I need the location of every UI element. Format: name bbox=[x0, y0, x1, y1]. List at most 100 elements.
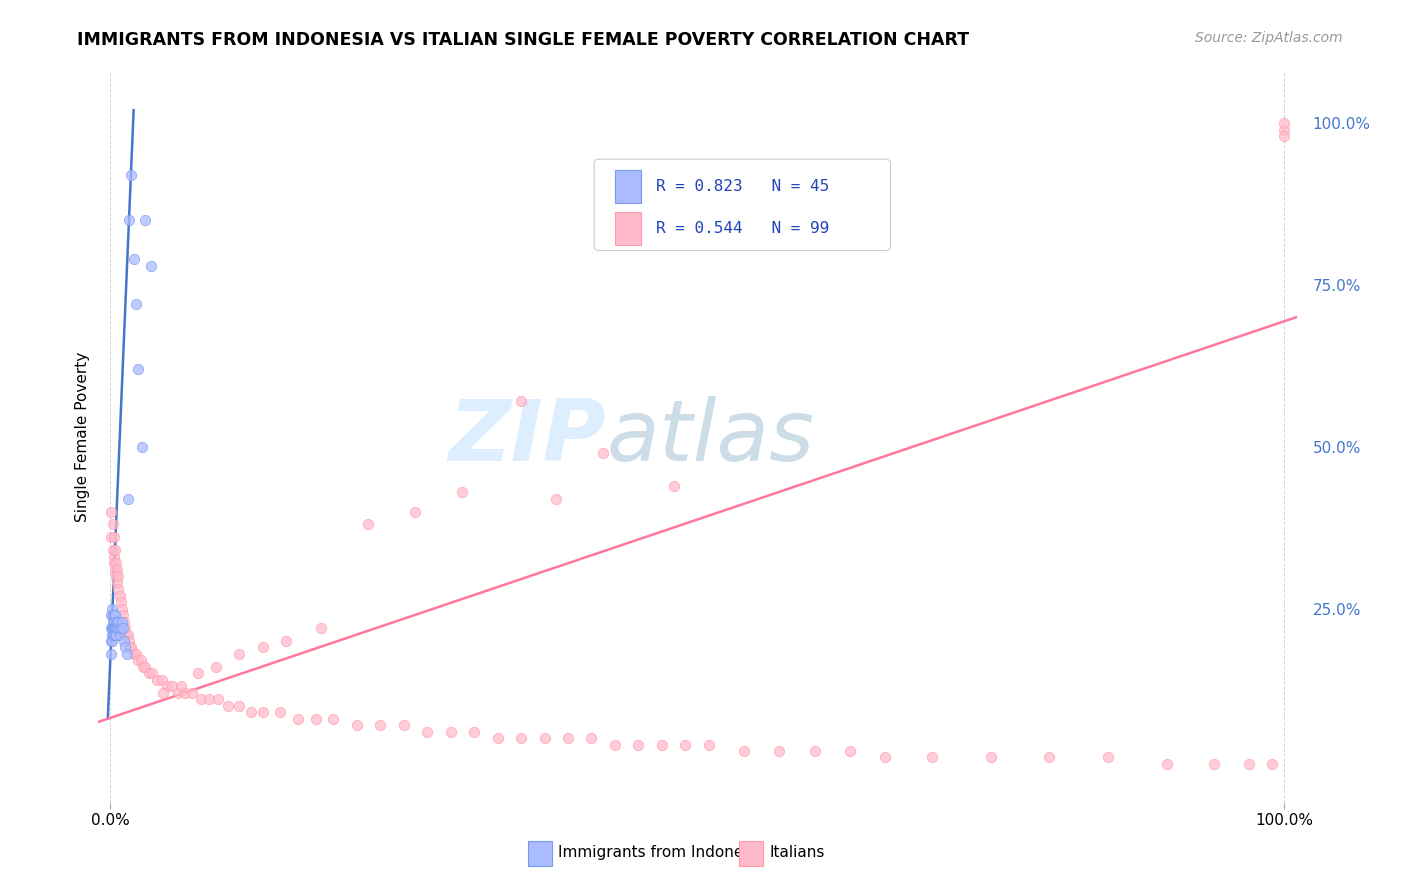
Point bbox=[416, 724, 439, 739]
Point bbox=[111, 601, 134, 615]
Point bbox=[138, 666, 160, 681]
Point bbox=[287, 712, 309, 726]
Point bbox=[104, 621, 127, 635]
Point bbox=[510, 731, 533, 745]
Point bbox=[169, 679, 191, 693]
Point bbox=[439, 724, 461, 739]
Point bbox=[252, 640, 274, 655]
Point bbox=[103, 557, 125, 571]
Point bbox=[141, 259, 163, 273]
Point bbox=[603, 738, 626, 752]
Text: Italians: Italians bbox=[769, 845, 825, 860]
Point bbox=[592, 446, 614, 460]
Point bbox=[533, 731, 555, 745]
Point bbox=[651, 738, 673, 752]
Point bbox=[107, 582, 129, 597]
FancyBboxPatch shape bbox=[527, 841, 551, 866]
FancyBboxPatch shape bbox=[614, 212, 641, 245]
Point bbox=[127, 653, 149, 667]
Point bbox=[101, 621, 124, 635]
Point bbox=[103, 530, 125, 544]
Point bbox=[103, 608, 125, 623]
Point bbox=[197, 692, 219, 706]
Point bbox=[132, 660, 155, 674]
Point bbox=[252, 705, 274, 719]
Point bbox=[105, 615, 128, 629]
Point bbox=[101, 543, 124, 558]
Point bbox=[125, 647, 148, 661]
Point bbox=[117, 627, 139, 641]
Point bbox=[112, 621, 135, 635]
Point bbox=[803, 744, 825, 758]
Point bbox=[311, 621, 333, 635]
Point bbox=[103, 621, 125, 635]
Point bbox=[118, 213, 141, 227]
Point bbox=[101, 615, 124, 629]
Point bbox=[1272, 116, 1295, 130]
Point bbox=[134, 660, 156, 674]
Point bbox=[101, 634, 124, 648]
Point bbox=[1156, 756, 1178, 771]
Point bbox=[155, 679, 177, 693]
Text: atlas: atlas bbox=[606, 395, 814, 479]
Point bbox=[115, 627, 138, 641]
Point bbox=[451, 485, 474, 500]
Point bbox=[697, 738, 720, 752]
Point bbox=[174, 686, 197, 700]
Point bbox=[1272, 129, 1295, 144]
Point bbox=[105, 621, 128, 635]
Point bbox=[304, 712, 326, 726]
Point bbox=[101, 621, 124, 635]
Point bbox=[100, 621, 122, 635]
Point bbox=[108, 621, 131, 635]
Point bbox=[100, 530, 122, 544]
Text: IMMIGRANTS FROM INDONESIA VS ITALIAN SINGLE FEMALE POVERTY CORRELATION CHART: IMMIGRANTS FROM INDONESIA VS ITALIAN SIN… bbox=[77, 31, 970, 49]
Point bbox=[662, 478, 685, 492]
Point bbox=[100, 634, 122, 648]
Point bbox=[108, 627, 131, 641]
Point bbox=[392, 718, 415, 732]
Point bbox=[190, 692, 212, 706]
Text: Source: ZipAtlas.com: Source: ZipAtlas.com bbox=[1195, 31, 1343, 45]
Point bbox=[873, 750, 896, 764]
FancyBboxPatch shape bbox=[595, 159, 890, 251]
Point bbox=[103, 621, 125, 635]
Point bbox=[486, 731, 509, 745]
Point bbox=[463, 724, 485, 739]
Point bbox=[217, 698, 239, 713]
Point bbox=[120, 640, 142, 655]
Point bbox=[100, 504, 122, 518]
Point bbox=[167, 686, 190, 700]
Point bbox=[104, 543, 127, 558]
Point bbox=[105, 615, 128, 629]
Point bbox=[150, 673, 173, 687]
Point bbox=[404, 504, 426, 518]
Point bbox=[546, 491, 568, 506]
Point bbox=[103, 627, 125, 641]
Point bbox=[101, 517, 124, 532]
Point bbox=[117, 491, 139, 506]
FancyBboxPatch shape bbox=[740, 841, 763, 866]
Point bbox=[120, 640, 142, 655]
Point bbox=[107, 569, 129, 583]
Point bbox=[125, 297, 148, 311]
Point bbox=[101, 627, 124, 641]
Point bbox=[112, 634, 135, 648]
Point bbox=[204, 660, 226, 674]
FancyBboxPatch shape bbox=[614, 169, 641, 202]
Point bbox=[122, 647, 145, 661]
Point bbox=[1202, 756, 1225, 771]
Point bbox=[100, 647, 122, 661]
Point bbox=[105, 563, 128, 577]
Point bbox=[122, 252, 145, 266]
Point bbox=[131, 440, 153, 454]
Point bbox=[114, 621, 136, 635]
Point bbox=[921, 750, 943, 764]
Point bbox=[733, 744, 755, 758]
Point bbox=[1261, 756, 1284, 771]
Point bbox=[129, 653, 152, 667]
Point bbox=[838, 744, 860, 758]
Point bbox=[980, 750, 1002, 764]
Point bbox=[105, 627, 128, 641]
Point bbox=[162, 679, 184, 693]
